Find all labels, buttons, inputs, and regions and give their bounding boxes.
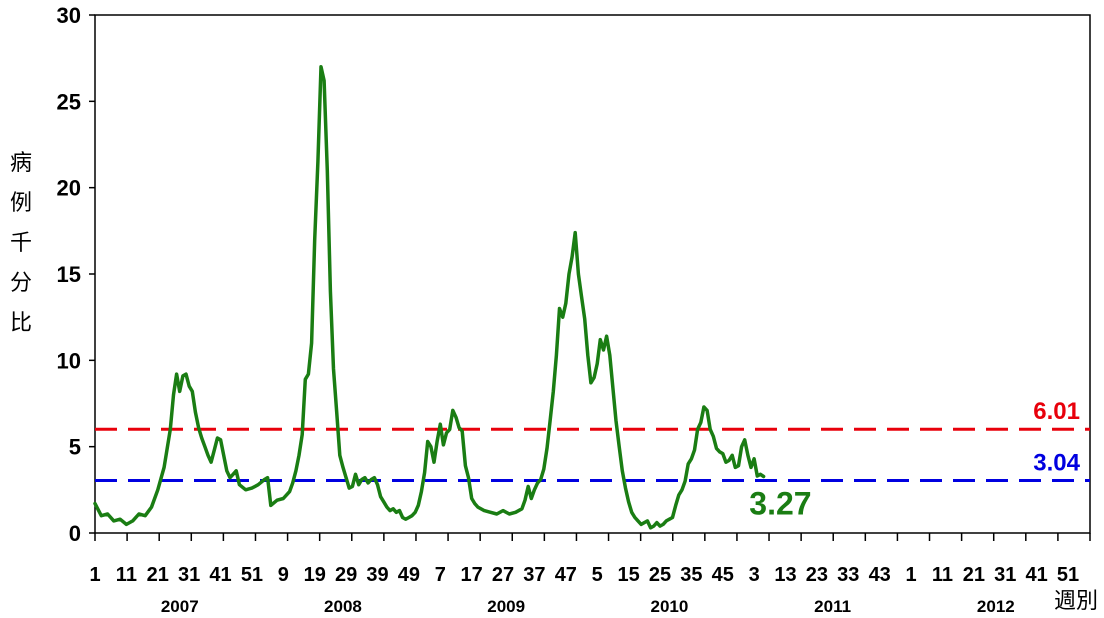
x-week-label: 41 (1026, 564, 1048, 586)
x-week-label: 25 (649, 564, 671, 586)
y-tick-label: 30 (57, 3, 81, 28)
x-year-label: 2011 (814, 597, 851, 616)
x-week-label: 21 (963, 564, 985, 586)
x-year-label: 2012 (977, 597, 1015, 616)
series-line (93, 65, 766, 530)
x-week-label: 23 (806, 564, 828, 586)
y-tick-label: 20 (57, 176, 81, 201)
x-week-label: 31 (178, 564, 200, 586)
x-week-label: 47 (555, 564, 577, 586)
x-week-label: 21 (147, 564, 169, 586)
x-year-label: 2010 (650, 597, 688, 616)
x-week-label: 37 (523, 564, 545, 586)
threshold-label: 6.01 (1033, 398, 1080, 425)
x-week-label: 13 (774, 564, 796, 586)
x-week-label: 11 (116, 564, 137, 586)
x-year-label: 2009 (487, 597, 525, 616)
plot-frame (94, 14, 1091, 534)
x-week-label: 17 (461, 564, 483, 586)
current-value-label: 3.27 (749, 486, 811, 522)
x-week-label: 1 (906, 564, 917, 586)
x-week-label: 27 (492, 564, 514, 586)
y-tick-label: 0 (69, 521, 81, 546)
x-week-label: 51 (241, 564, 263, 586)
x-week-label: 31 (994, 564, 1016, 586)
x-week-label: 45 (712, 564, 734, 586)
y-axis-label-char-2: 例 (10, 191, 33, 216)
y-tick-label: 10 (57, 348, 81, 373)
x-week-label: 33 (837, 564, 859, 586)
x-week-label: 41 (209, 564, 231, 586)
y-axis-label-char-1: 病 (10, 151, 33, 176)
x-week-label: 19 (304, 564, 326, 586)
x-week-label: 51 (1057, 564, 1079, 586)
x-week-label: 43 (869, 564, 891, 586)
x-year-label: 2008 (324, 597, 362, 616)
threshold-label: 3.04 (1033, 450, 1080, 477)
x-week-label: 39 (366, 564, 388, 586)
y-tick-label: 25 (57, 89, 81, 114)
x-week-label: 5 (592, 564, 603, 586)
x-week-label: 9 (278, 564, 289, 586)
x-week-label: 35 (680, 564, 702, 586)
x-week-label: 7 (435, 564, 446, 586)
x-axis-label: 週別 (1054, 589, 1098, 614)
y-tick-label: 15 (57, 262, 81, 287)
x-week-label: 15 (617, 564, 639, 586)
x-week-label: 1 (89, 564, 100, 586)
x-week-label: 29 (335, 564, 357, 586)
x-week-label: 49 (398, 564, 420, 586)
y-axis-label-char-4: 分 (10, 271, 33, 296)
x-week-label: 11 (932, 564, 953, 586)
y-axis-label-char-3: 千 (10, 231, 33, 256)
y-tick-label: 5 (69, 435, 81, 460)
x-year-label: 2007 (161, 597, 199, 616)
x-week-label: 3 (749, 564, 760, 586)
y-axis-label-char-5: 比 (10, 311, 33, 336)
